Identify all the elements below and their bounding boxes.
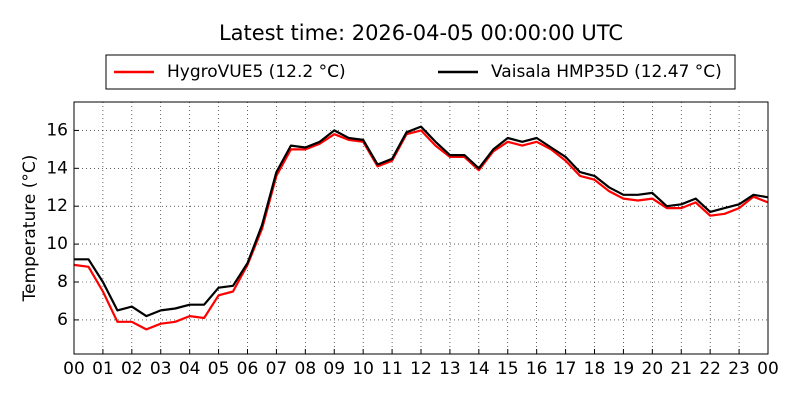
plot-frame	[73, 101, 769, 355]
x-tick-label: 19	[613, 359, 635, 379]
y-tick-label: 10	[46, 234, 68, 254]
x-tick-label: 12	[410, 359, 432, 379]
x-tick-label: 13	[439, 359, 461, 379]
chart-title: Latest time: 2026-04-05 00:00:00 UTC	[219, 21, 623, 45]
legend-label: HygroVUE5 (12.2 °C)	[167, 62, 346, 82]
x-tick-label: 01	[92, 359, 114, 379]
x-tick-label: 21	[670, 359, 692, 379]
x-tick-label: 05	[208, 359, 230, 379]
x-tick-label: 00	[63, 359, 85, 379]
x-tick-label: 22	[699, 359, 721, 379]
x-tick-label: 23	[728, 359, 750, 379]
x-tick-label: 06	[237, 359, 259, 379]
series-line	[74, 125, 769, 318]
y-tick-label: 14	[46, 158, 68, 178]
series-line	[73, 129, 769, 331]
y-tick-label: 12	[46, 196, 68, 216]
legend-label: Vaisala HMP35D (12.47 °C)	[491, 62, 722, 82]
x-tick-label: 07	[266, 359, 288, 379]
x-tick-label: 11	[381, 359, 403, 379]
x-tick-label: 08	[295, 359, 317, 379]
x-tick-label: 17	[555, 359, 577, 379]
x-tick-label: 18	[584, 359, 606, 379]
x-tick-label: 15	[497, 359, 519, 379]
y-tick-label: 16	[46, 120, 68, 140]
x-tick-label: 00	[757, 359, 779, 379]
x-tick-label: 09	[323, 359, 345, 379]
x-tick-label: 20	[642, 359, 664, 379]
y-tick-label: 8	[57, 272, 68, 292]
x-tick-label: 03	[150, 359, 172, 379]
x-tick-label: 14	[468, 359, 490, 379]
x-tick-label: 16	[526, 359, 548, 379]
x-tick-label: 10	[352, 359, 374, 379]
y-tick-label: 6	[57, 310, 68, 330]
x-tick-label: 02	[121, 359, 143, 379]
x-tick-label: 04	[179, 359, 201, 379]
y-axis-label: Temperature (°C)	[20, 155, 40, 303]
legend-box	[105, 54, 736, 90]
